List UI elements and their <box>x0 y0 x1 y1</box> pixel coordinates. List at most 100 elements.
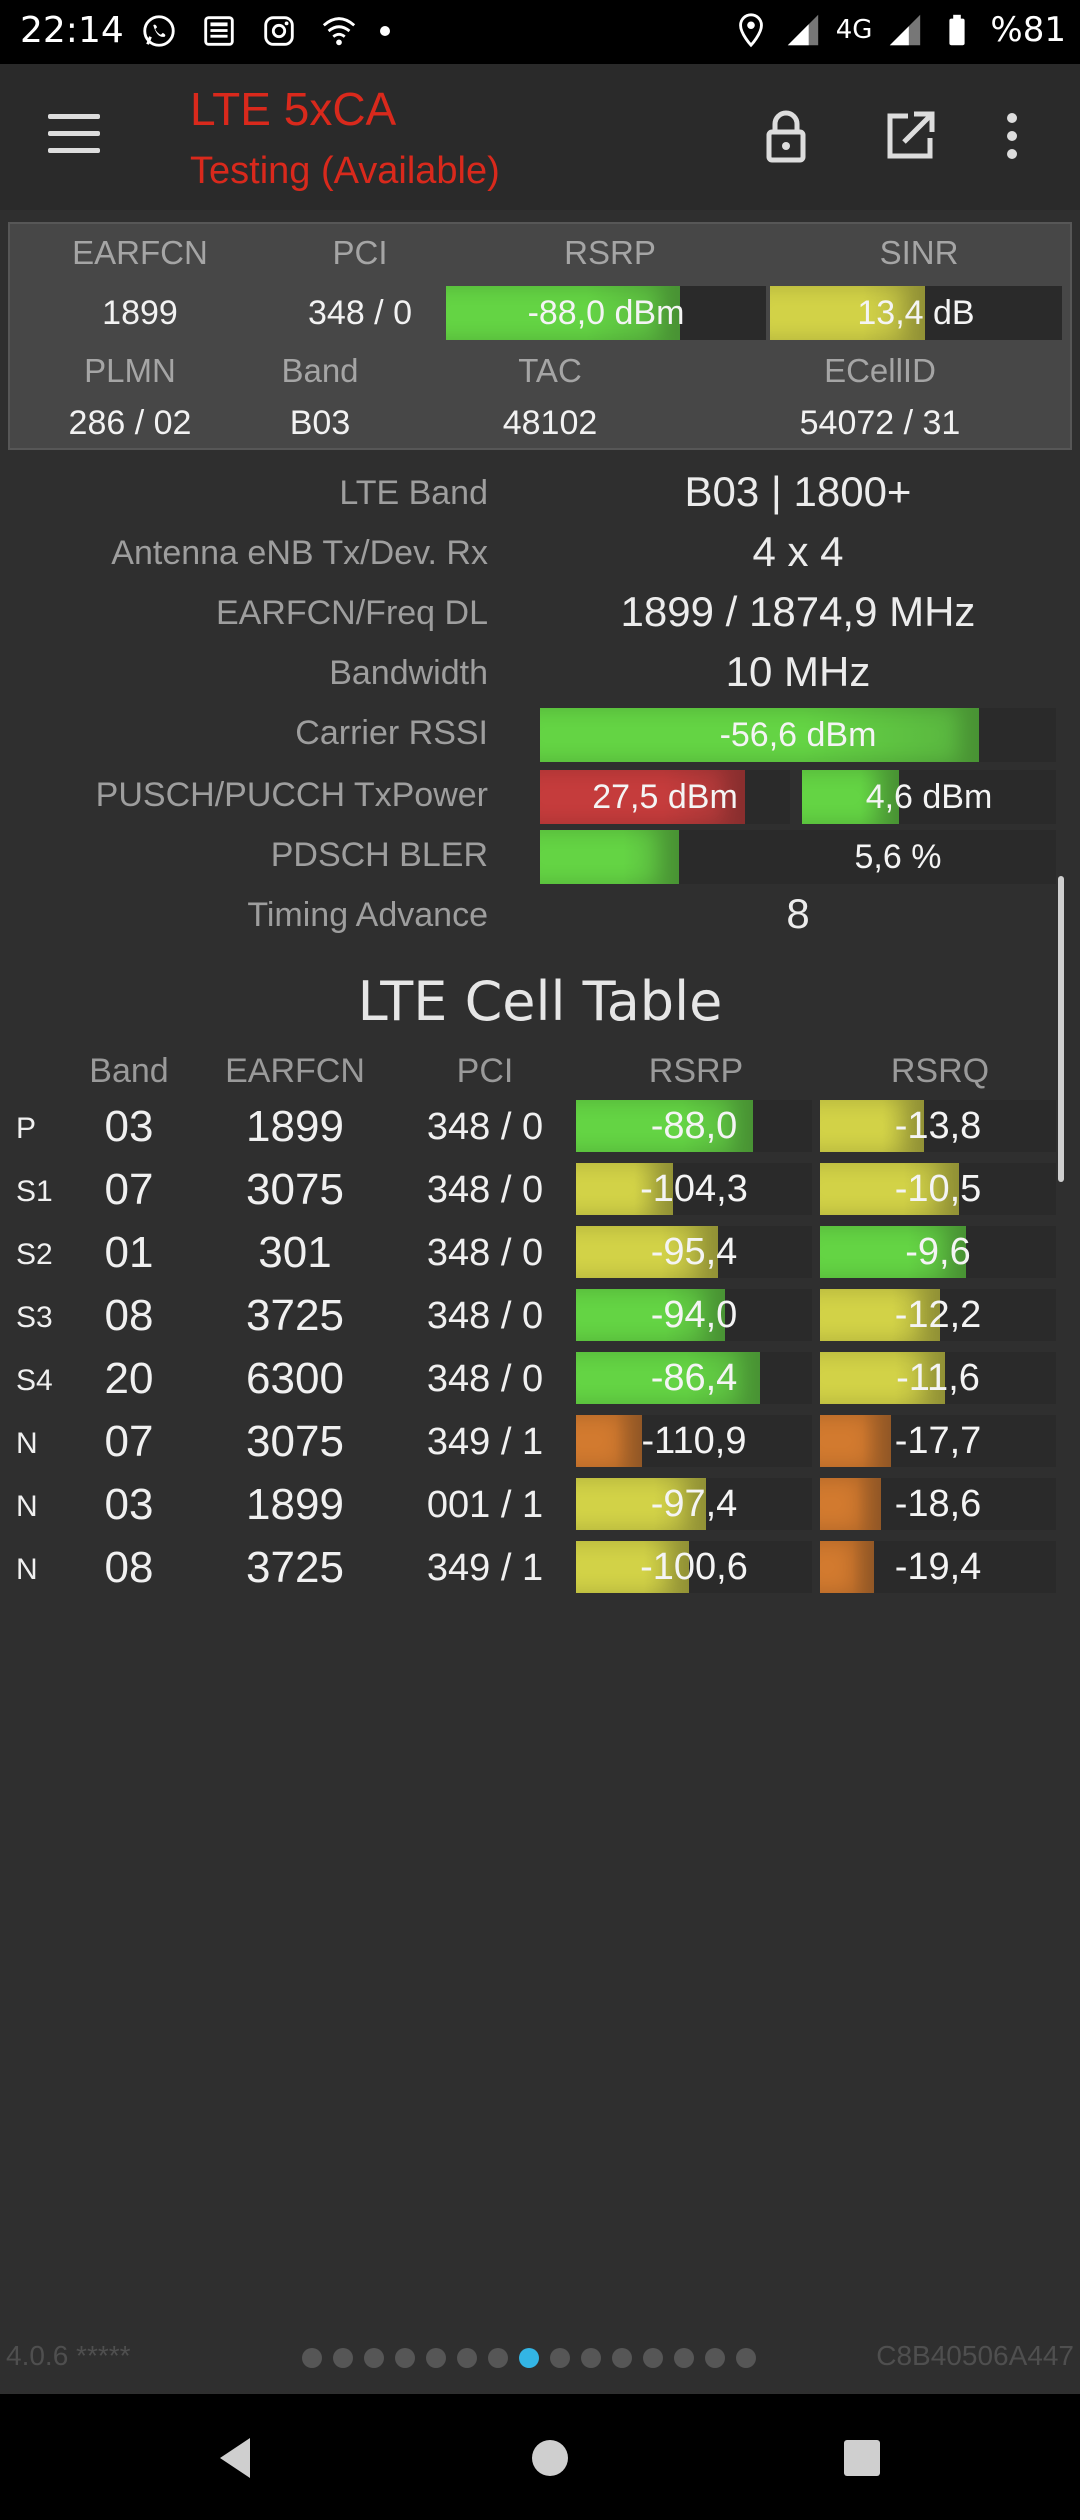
cell-earfcn: 3075 <box>246 1165 344 1214</box>
page-dot-active[interactable] <box>519 2348 539 2368</box>
lte-band-label: LTE Band <box>339 474 488 512</box>
rsrp-bar: -88,0 dBm <box>446 286 766 340</box>
cell-type: N <box>16 1427 38 1460</box>
recents-icon[interactable] <box>834 2430 890 2486</box>
cell-rsrq-bar: -18,6 <box>820 1478 1056 1530</box>
cell-type: S2 <box>16 1238 53 1271</box>
page-dot[interactable] <box>457 2348 477 2368</box>
cell-band: 03 <box>104 1480 154 1529</box>
home-icon[interactable] <box>522 2430 578 2486</box>
page-dot[interactable] <box>612 2348 632 2368</box>
page-dot[interactable] <box>581 2348 601 2368</box>
cell-pci: 348 / 0 <box>426 1169 544 1211</box>
cell-earfcn: 301 <box>258 1228 332 1277</box>
earfcn-freq-label: EARFCN/Freq DL <box>215 594 488 632</box>
cell-type: N <box>16 1490 38 1523</box>
page-dot[interactable] <box>705 2348 725 2368</box>
navigation-bar <box>0 2394 1080 2520</box>
cell-rsrp-text: -97,4 <box>650 1482 738 1525</box>
page-dot[interactable] <box>674 2348 694 2368</box>
page-dot[interactable] <box>550 2348 570 2368</box>
timing-advance-label: Timing Advance <box>247 896 488 934</box>
pci-value: 348 / 0 <box>308 294 412 332</box>
cell-rsrp-text: -94,0 <box>650 1293 738 1336</box>
cell-rsrp-bar: -88,0 <box>576 1100 812 1152</box>
pusch-power-text: 27,5 dBm <box>592 777 738 816</box>
cell-rsrp-fill <box>576 1415 643 1467</box>
status-time: 22:14 <box>20 10 124 51</box>
pci-header: PCI <box>332 234 388 271</box>
cell-rsrq-fill <box>820 1163 960 1215</box>
cell-rsrp-fill <box>576 1100 753 1152</box>
wifi-icon <box>322 17 356 46</box>
cell-rsrp-bar: -95,4 <box>576 1226 812 1278</box>
cell-rsrq-fill <box>820 1289 941 1341</box>
page-dot[interactable] <box>488 2348 508 2368</box>
page-dot[interactable] <box>643 2348 663 2368</box>
cell-rsrq-bar: -13,8 <box>820 1100 1056 1152</box>
cell-earfcn: 1899 <box>246 1480 344 1529</box>
cell-pci: 348 / 0 <box>426 1295 544 1337</box>
lock-icon[interactable] <box>756 106 816 166</box>
plmn-header: PLMN <box>84 352 176 389</box>
cell-rsrq-fill <box>820 1352 946 1404</box>
cell-earfcn: 3725 <box>246 1291 344 1340</box>
cell-rsrp-text: -104,3 <box>640 1167 748 1210</box>
cell-rsrp-fill <box>576 1226 718 1278</box>
ecellid-header: ECellID <box>824 352 936 389</box>
rsrp-bar-fill <box>446 286 680 340</box>
device-id: C8B40506A447 <box>876 2340 1074 2371</box>
app-title: LTE 5xCA <box>190 83 397 135</box>
carrier-rssi-fill <box>540 708 979 762</box>
cell-rsrp-text: -95,4 <box>650 1230 738 1273</box>
sinr-header: SINR <box>879 234 959 271</box>
timing-advance-value: 8 <box>786 890 810 937</box>
sinr-bar-text: 13,4 dB <box>857 293 975 332</box>
cell-rsrq-bar: -10,5 <box>820 1163 1056 1215</box>
bandwidth-label: Bandwidth <box>329 654 488 692</box>
page-dot[interactable] <box>333 2348 353 2368</box>
menu-icon[interactable] <box>48 114 100 154</box>
carrier-rssi-bar: -56,6 dBm <box>540 708 1056 762</box>
cell-rsrq-text: -17,7 <box>894 1419 982 1462</box>
cell-rsrq-fill <box>820 1100 924 1152</box>
battery-icon <box>949 14 966 46</box>
cell-type: N <box>16 1553 38 1586</box>
app-version: 4.0.6 ***** <box>6 2340 131 2371</box>
sinr-bar: 13,4 dB <box>770 286 1062 340</box>
cell-earfcn: 1899 <box>246 1102 344 1151</box>
cell-rsrp-text: -110,9 <box>641 1419 747 1462</box>
system-icons: 4G %81 <box>732 10 1066 50</box>
pusch-power-bar: 27,5 dBm <box>540 770 790 824</box>
cell-pci: 348 / 0 <box>426 1106 544 1148</box>
overflow-menu-icon[interactable] <box>992 106 1032 166</box>
scroll-indicator[interactable] <box>1058 876 1064 1182</box>
page-dot[interactable] <box>426 2348 446 2368</box>
cell-pci: 349 / 1 <box>426 1547 544 1589</box>
cell-pci: 348 / 0 <box>426 1232 544 1274</box>
status-bar: 22:14 4G %81 <box>0 0 1080 64</box>
earfcn-column-header: EARFCN <box>225 1052 365 1090</box>
cell-rsrq-bar: -19,4 <box>820 1541 1056 1593</box>
cell-rsrq-text: -10,5 <box>894 1167 982 1210</box>
back-icon[interactable] <box>208 2430 264 2486</box>
cell-rsrq-text: -12,2 <box>894 1293 982 1336</box>
page-indicator[interactable] <box>302 2348 756 2368</box>
page-dot[interactable] <box>364 2348 384 2368</box>
cell-pci: 001 / 1 <box>426 1484 544 1526</box>
cell-rsrp-fill <box>576 1289 725 1341</box>
band-header: Band <box>281 352 359 389</box>
cell-rsrp-bar: -86,4 <box>576 1352 812 1404</box>
cell-pci: 348 / 0 <box>426 1358 544 1400</box>
page-dot[interactable] <box>302 2348 322 2368</box>
cell-rsrp-bar: -94,0 <box>576 1289 812 1341</box>
instagram-icon <box>264 16 294 46</box>
page-dot[interactable] <box>736 2348 756 2368</box>
page-dot[interactable] <box>395 2348 415 2368</box>
cell-type: S3 <box>16 1301 53 1334</box>
open-external-icon[interactable] <box>880 106 940 166</box>
app-subtitle: Testing (Available) <box>190 150 500 192</box>
cell-rsrp-text: -100,6 <box>640 1545 748 1588</box>
notification-icons <box>140 12 390 50</box>
earfcn-freq-value: 1899 / 1874,9 MHz <box>620 588 976 635</box>
